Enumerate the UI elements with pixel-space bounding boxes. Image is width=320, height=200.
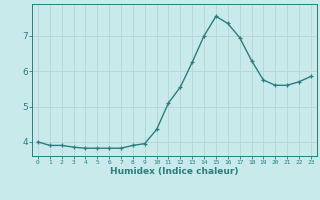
X-axis label: Humidex (Indice chaleur): Humidex (Indice chaleur) [110,167,239,176]
